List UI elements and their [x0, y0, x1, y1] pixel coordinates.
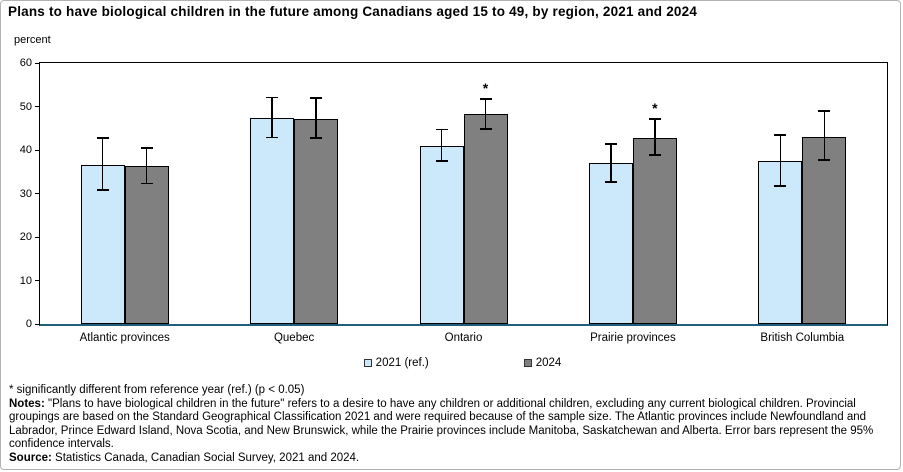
- error-bar-cap-bottom: [140, 182, 153, 185]
- footnotes: * significantly different from reference…: [9, 384, 897, 466]
- notes-label: Notes:: [9, 397, 45, 410]
- x-category-label: Prairie provinces: [590, 332, 676, 344]
- y-tick-mark: [35, 149, 40, 151]
- legend-swatch: [363, 359, 372, 367]
- error-bar-line: [654, 119, 656, 155]
- x-category-label: British Columbia: [760, 332, 845, 344]
- x-category-label: Quebec: [273, 332, 315, 344]
- error-bar-line: [145, 147, 148, 184]
- bar-atlantic-provinces-2021: [80, 165, 125, 324]
- bar-british-columbia-2024: [802, 136, 847, 324]
- y-tick-label: 0: [25, 318, 32, 330]
- y-tick-label: 20: [19, 231, 32, 243]
- error-bar-line: [315, 98, 317, 138]
- error-bar-line: [484, 99, 487, 130]
- y-tick-mark: [35, 62, 40, 64]
- legend-item-2021: 2021 (ref.): [363, 357, 429, 369]
- y-tick-mark: [35, 323, 40, 325]
- bar-atlantic-provinces-2024: [124, 166, 169, 324]
- error-bar-line: [823, 110, 826, 160]
- plot-area: 0 10 20 30 40 50 60 * * Atlantic provinces Quebec O…: [20, 57, 888, 344]
- error-bar-cap-top: [140, 147, 153, 149]
- legend-label: 2024: [535, 357, 562, 369]
- error-bar-cap-top: [266, 96, 279, 99]
- error-bar-cap-bottom: [648, 154, 661, 156]
- bar-quebec-2024: [294, 119, 339, 324]
- x-category-label: Atlantic provinces: [79, 332, 170, 344]
- source-label: Source:: [9, 451, 52, 464]
- bar-prairie-provinces-2021: [588, 163, 633, 324]
- significance-note: * significantly different from reference…: [9, 384, 305, 396]
- bar-ontario-2024: [463, 113, 508, 324]
- error-bar-cap-bottom: [604, 181, 617, 183]
- y-tick-label: 40: [19, 144, 32, 156]
- error-bar-cap-top: [818, 110, 831, 112]
- error-bar-cap-top: [310, 97, 323, 99]
- y-tick-mark: [35, 193, 40, 194]
- bar-british-columbia-2021: [758, 160, 803, 324]
- y-tick-label: 10: [19, 274, 32, 287]
- error-bar-cap-bottom: [96, 189, 109, 191]
- significance-asterisk: *: [652, 100, 658, 117]
- error-bar-cap-top: [774, 134, 787, 136]
- error-bar-cap-top: [96, 137, 109, 139]
- error-bar-cap-bottom: [266, 136, 279, 139]
- source-text: Source: Statistics Canada, Canadian Soci…: [9, 451, 360, 464]
- error-bar-cap-top: [435, 128, 448, 131]
- error-bar-cap-bottom: [479, 128, 492, 130]
- y-tick-mark: [35, 236, 40, 238]
- y-tick-label: 50: [19, 100, 32, 113]
- error-bar-cap-top: [479, 98, 492, 100]
- bar-ontario-2021: [419, 145, 464, 324]
- y-tick-label: 60: [19, 57, 32, 69]
- chart-title: Plans to have biological children in the…: [8, 4, 698, 19]
- notes-text: Notes: "Plans to have biological childre…: [9, 397, 874, 451]
- bar-prairie-provinces-2024: [632, 137, 677, 324]
- x-category-label: Ontario: [444, 332, 483, 344]
- error-bar-cap-top: [604, 143, 617, 145]
- error-bar-line: [101, 137, 104, 190]
- legend-item-2024: 2024: [523, 357, 562, 369]
- legend-swatch: [523, 359, 532, 367]
- legend: 2021 (ref.) 2024: [39, 357, 886, 369]
- error-bar-cap-bottom: [435, 160, 448, 162]
- bar-quebec-2021: [250, 118, 295, 324]
- legend-label: 2021 (ref.): [375, 357, 429, 369]
- error-bar-cap-bottom: [310, 137, 323, 139]
- error-bar-cap-bottom: [818, 159, 831, 161]
- y-tick-mark: [35, 106, 40, 107]
- y-axis-unit-label: percent: [14, 34, 51, 46]
- error-bar-cap-top: [648, 118, 661, 120]
- significance-asterisk: *: [482, 80, 489, 97]
- error-bar-cap-bottom: [774, 185, 787, 187]
- y-tick-label: 30: [19, 187, 32, 200]
- y-tick-mark: [35, 280, 40, 281]
- error-bar-line: [440, 129, 443, 161]
- error-bar-line: [271, 97, 273, 138]
- error-bar-line: [779, 135, 782, 187]
- error-bar-line: [610, 143, 612, 183]
